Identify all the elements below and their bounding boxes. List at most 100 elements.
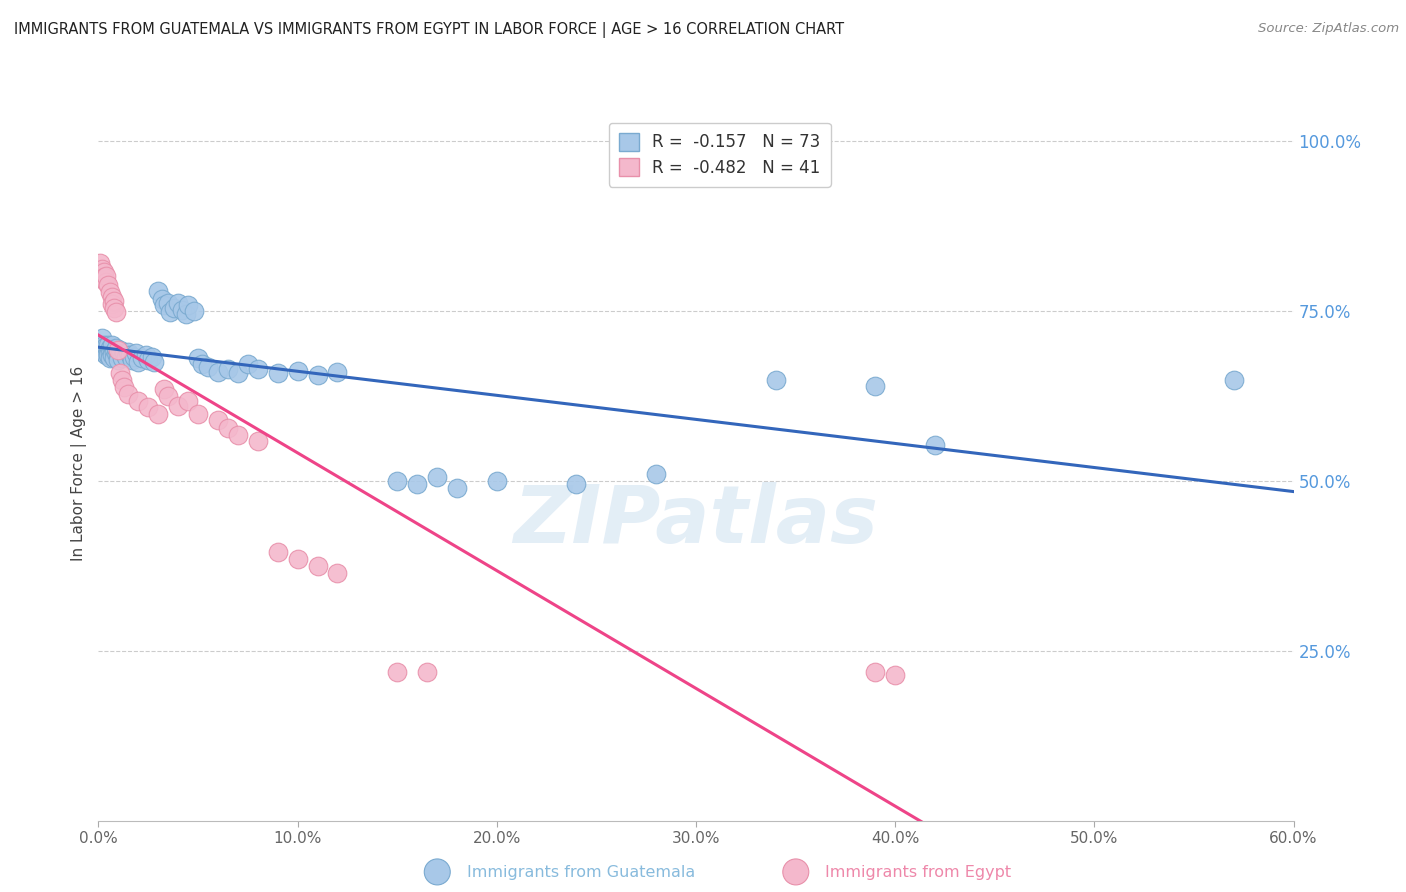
Point xyxy=(103,344,125,359)
Point xyxy=(97,348,120,362)
Point xyxy=(103,301,125,315)
Point xyxy=(100,341,122,355)
Point xyxy=(148,407,170,421)
Point xyxy=(236,357,259,371)
Point xyxy=(97,338,120,352)
Point xyxy=(117,344,139,359)
Text: Immigrants from Guatemala: Immigrants from Guatemala xyxy=(467,865,695,880)
Point xyxy=(125,346,148,360)
Point xyxy=(217,361,239,376)
Point xyxy=(645,467,668,481)
Point xyxy=(307,558,329,573)
Point xyxy=(426,470,449,484)
Point xyxy=(136,352,159,367)
Point xyxy=(97,278,120,293)
Point xyxy=(143,355,166,369)
Point xyxy=(446,481,468,495)
Point xyxy=(96,348,118,362)
Point xyxy=(191,357,214,371)
Y-axis label: In Labor Force | Age > 16: In Labor Force | Age > 16 xyxy=(72,367,87,561)
Point xyxy=(131,351,153,366)
Point xyxy=(101,343,124,358)
Point xyxy=(177,393,200,408)
Point xyxy=(100,285,122,299)
Point xyxy=(1222,373,1246,387)
Point xyxy=(416,665,439,680)
Point xyxy=(326,365,349,379)
Point xyxy=(163,301,186,315)
Point xyxy=(107,352,129,367)
Point xyxy=(93,264,115,278)
Point xyxy=(863,378,887,392)
Circle shape xyxy=(783,859,808,885)
Point xyxy=(91,341,114,355)
Point xyxy=(267,367,290,381)
Point xyxy=(157,295,180,310)
Legend: R =  -0.157   N = 73, R =  -0.482   N = 41: R = -0.157 N = 73, R = -0.482 N = 41 xyxy=(609,122,831,186)
Point xyxy=(226,367,249,381)
Point xyxy=(89,256,111,270)
Point xyxy=(93,341,115,355)
Point xyxy=(177,298,200,312)
Point xyxy=(101,297,124,311)
Point xyxy=(187,407,209,421)
Text: Source: ZipAtlas.com: Source: ZipAtlas.com xyxy=(1258,22,1399,36)
Point xyxy=(884,667,907,681)
Point xyxy=(112,380,135,394)
Point xyxy=(287,364,309,378)
Point xyxy=(924,438,946,452)
Point xyxy=(89,338,111,352)
Point xyxy=(110,343,132,358)
Point xyxy=(89,264,111,278)
Point xyxy=(110,367,132,381)
Point xyxy=(167,295,190,310)
Point xyxy=(111,351,134,366)
Point xyxy=(141,350,163,364)
Point xyxy=(159,305,181,319)
Point xyxy=(187,351,209,366)
Point xyxy=(115,350,138,364)
Point xyxy=(197,359,219,374)
Point xyxy=(105,305,128,319)
Point xyxy=(565,477,588,491)
Point xyxy=(246,434,269,449)
Circle shape xyxy=(425,859,450,885)
Point xyxy=(127,393,149,408)
Text: ZIPatlas: ZIPatlas xyxy=(513,482,879,560)
Point xyxy=(111,373,134,387)
Point xyxy=(385,474,409,488)
Point xyxy=(93,269,115,284)
Point xyxy=(93,273,115,287)
Point xyxy=(91,261,114,276)
Point xyxy=(101,338,124,352)
Text: Immigrants from Egypt: Immigrants from Egypt xyxy=(825,865,1011,880)
Point xyxy=(96,339,118,353)
Point xyxy=(153,298,176,312)
Point xyxy=(287,552,309,566)
Point xyxy=(267,545,290,559)
Point xyxy=(124,350,146,364)
Point xyxy=(100,351,122,366)
Point xyxy=(406,477,429,491)
Point xyxy=(91,269,114,284)
Point xyxy=(172,302,194,317)
Point xyxy=(93,338,115,352)
Point xyxy=(174,307,197,321)
Point xyxy=(96,276,118,290)
Point xyxy=(167,399,190,413)
Point xyxy=(103,293,125,308)
Point xyxy=(226,427,249,442)
Point xyxy=(217,421,239,435)
Point xyxy=(207,412,229,426)
Point xyxy=(307,368,329,383)
Point xyxy=(485,474,508,488)
Point xyxy=(101,348,124,362)
Point xyxy=(148,284,170,298)
Point xyxy=(96,343,118,358)
Point xyxy=(863,665,887,680)
Point xyxy=(183,304,205,318)
Text: IMMIGRANTS FROM GUATEMALA VS IMMIGRANTS FROM EGYPT IN LABOR FORCE | AGE > 16 COR: IMMIGRANTS FROM GUATEMALA VS IMMIGRANTS … xyxy=(14,22,844,38)
Point xyxy=(153,382,176,396)
Point xyxy=(93,346,115,360)
Point xyxy=(246,361,269,376)
